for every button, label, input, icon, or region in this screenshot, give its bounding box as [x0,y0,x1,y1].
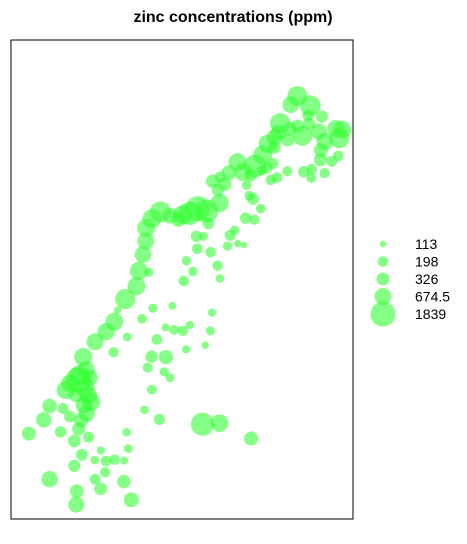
data-point [178,276,189,287]
data-point [314,153,327,166]
legend-symbol [378,256,389,267]
data-point [247,193,259,205]
data-point [154,414,165,425]
data-point [216,274,224,282]
legend-label: 674.5 [415,289,450,305]
data-point [205,247,216,258]
data-point [162,323,170,331]
data-point [168,302,176,310]
data-point [57,403,68,414]
data-points [22,86,352,513]
data-point [109,454,120,465]
data-point [191,413,214,436]
data-point [120,457,128,465]
data-point [83,432,94,443]
data-point [159,350,173,364]
data-point [215,171,226,182]
legend-symbol [380,241,386,247]
data-point [242,180,252,190]
legend-label: 326 [415,271,439,287]
data-point [148,304,157,313]
data-point [212,260,222,270]
data-point [22,427,36,441]
data-point [68,435,81,448]
data-point [316,111,328,123]
data-point [202,341,210,349]
legend-label: 113 [415,236,438,252]
data-point [223,241,232,250]
data-point [76,449,88,461]
legend-symbol [377,273,390,286]
data-point [97,446,105,454]
data-point [143,363,153,373]
data-point [199,232,208,241]
data-point [256,204,266,214]
data-point [124,492,139,507]
data-point [206,326,215,335]
data-point [249,214,259,224]
data-point [152,334,163,345]
data-point [122,428,131,437]
data-point [72,422,85,435]
data-point [230,226,239,235]
data-point [319,168,329,178]
data-point [42,399,57,414]
data-point [147,385,157,395]
data-point [57,381,75,399]
data-point [115,289,135,309]
chart-title: zinc concentrations (ppm) [133,9,332,26]
data-point [94,482,107,495]
data-point [333,151,344,162]
data-point [140,405,149,414]
data-point [182,345,190,353]
data-point [192,243,203,254]
data-point [135,246,152,263]
data-point [281,134,294,147]
data-point [292,126,312,146]
data-point [166,373,175,382]
data-point [123,333,132,342]
data-point [188,267,197,276]
data-point [182,256,192,266]
data-point [90,456,99,465]
legend-label: 1839 [415,306,446,322]
data-point [108,347,118,357]
data-point [41,471,57,487]
data-point [186,321,194,329]
data-point [55,426,66,437]
data-point [234,240,241,247]
data-point [100,467,110,477]
data-point [169,325,179,335]
data-point [282,166,292,176]
data-point [244,432,258,446]
legend-symbol [371,302,396,327]
data-point [36,412,51,427]
data-point [117,475,130,488]
legend-label: 198 [415,254,439,270]
data-point [144,268,153,277]
data-point [68,497,84,513]
data-point [87,333,104,350]
data-point [124,444,133,453]
data-point [266,175,277,186]
data-point [298,166,309,177]
data-point [137,314,147,324]
data-point [208,308,216,316]
data-point [202,218,214,230]
data-point [211,414,229,432]
data-point [70,484,84,498]
data-point [282,96,299,113]
data-point [241,242,247,248]
data-point [145,350,157,362]
data-point [68,460,80,472]
